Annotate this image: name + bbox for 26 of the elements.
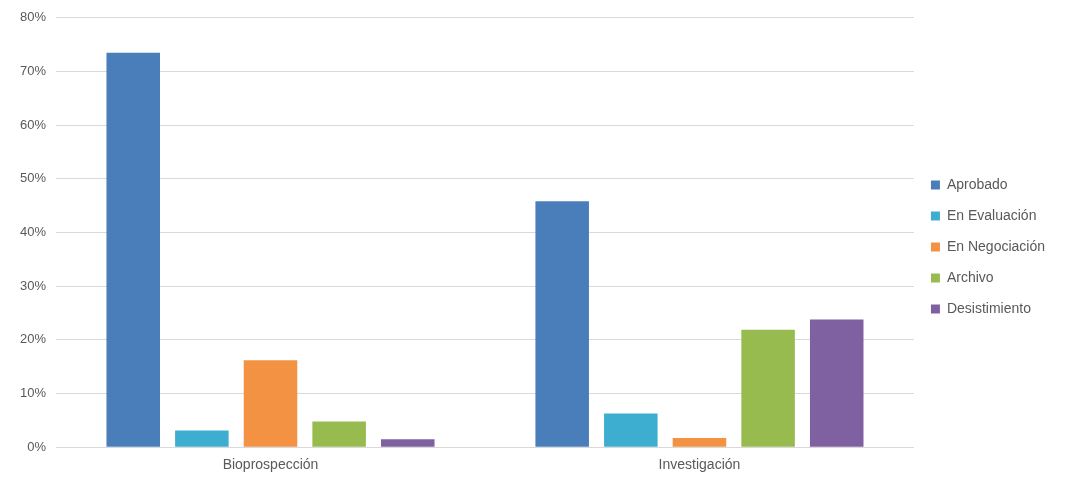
bar: [604, 413, 658, 447]
legend-label: En Evaluación: [946, 206, 1037, 223]
y-tick-label: 60%: [19, 116, 47, 132]
bar: [381, 439, 435, 447]
bar: [175, 430, 229, 447]
y-tick-label: 10%: [19, 385, 47, 401]
y-tick-label: 40%: [19, 224, 47, 240]
bar: [535, 201, 589, 447]
y-tick-label: 70%: [19, 63, 47, 79]
bar: [243, 360, 298, 447]
y-tick-label: 80%: [19, 9, 47, 25]
legend-label: Aprobado: [946, 175, 1008, 192]
x-tick-label: Bioprospección: [222, 456, 319, 473]
legend-label: Desistimiento: [946, 299, 1032, 316]
bar: [809, 319, 864, 447]
legend-label: En Negociación: [946, 237, 1045, 254]
y-tick-label: 0%: [27, 438, 47, 454]
bar: [672, 438, 727, 447]
bar: [106, 52, 160, 447]
bar: [312, 421, 366, 447]
y-tick-label: 20%: [19, 331, 47, 347]
y-tick-label: 50%: [19, 170, 47, 186]
legend-label: Archivo: [946, 268, 994, 285]
bar: [741, 329, 795, 447]
x-tick-label: Investigación: [658, 456, 741, 473]
y-tick-label: 30%: [19, 277, 47, 293]
